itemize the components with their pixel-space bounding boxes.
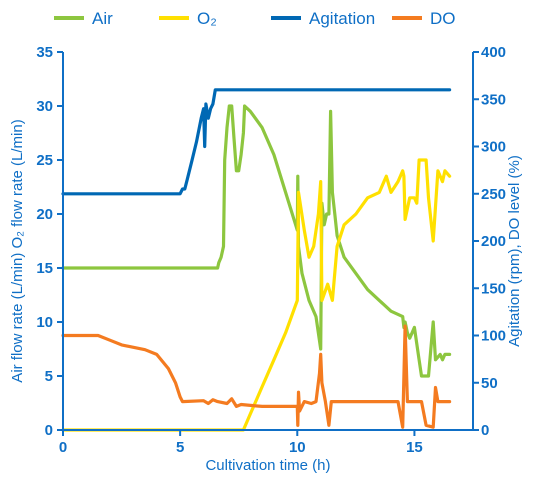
y-left-tick-label: 35 xyxy=(36,44,53,61)
legend-label-agitation: Agitation xyxy=(309,9,375,28)
x-tick-label: 0 xyxy=(59,439,67,456)
y-right-tick-label: 300 xyxy=(481,139,506,156)
y-left-tick-label: 10 xyxy=(36,314,53,331)
legend-label-air: Air xyxy=(92,9,113,28)
legend-label-do: DO xyxy=(430,9,456,28)
series-line-agitation xyxy=(61,88,452,196)
y-left-tick-label: 15 xyxy=(36,260,53,277)
y-right-tick-label: 100 xyxy=(481,328,506,345)
y-left-tick-label: 25 xyxy=(36,152,53,169)
legend-label-o: O₂ xyxy=(197,9,217,28)
y-right-tick-label: 50 xyxy=(481,375,498,392)
x-tick-label: 15 xyxy=(406,439,423,456)
y-right-tick-label: 400 xyxy=(481,44,506,61)
y-left-tick-label: 0 xyxy=(45,422,53,439)
y-right-tick-label: 200 xyxy=(481,233,506,250)
y-right-tick-label: 250 xyxy=(481,186,506,203)
series-line-do xyxy=(61,324,452,429)
x-axis-title: Cultivation time (h) xyxy=(205,457,330,474)
y-axis-right-title: Agitation (rpm), DO level (%) xyxy=(506,155,523,347)
series-line-o xyxy=(61,158,452,432)
y-axis-left-title: Air flow rate (L/min) O₂ flow rate (L/mi… xyxy=(9,119,26,382)
y-left-tick-label: 30 xyxy=(36,98,53,115)
x-tick-label: 10 xyxy=(289,439,306,456)
y-left-tick-label: 20 xyxy=(36,206,53,223)
series-layer xyxy=(61,88,452,432)
y-right-tick-label: 350 xyxy=(481,91,506,108)
y-left-tick-label: 5 xyxy=(45,368,53,385)
x-tick-label: 5 xyxy=(176,439,184,456)
y-right-tick-label: 150 xyxy=(481,280,506,297)
legend: Air O₂ Agitation DO xyxy=(54,9,456,28)
y-right-tick-label: 0 xyxy=(481,422,489,439)
series-line-air xyxy=(61,104,452,378)
